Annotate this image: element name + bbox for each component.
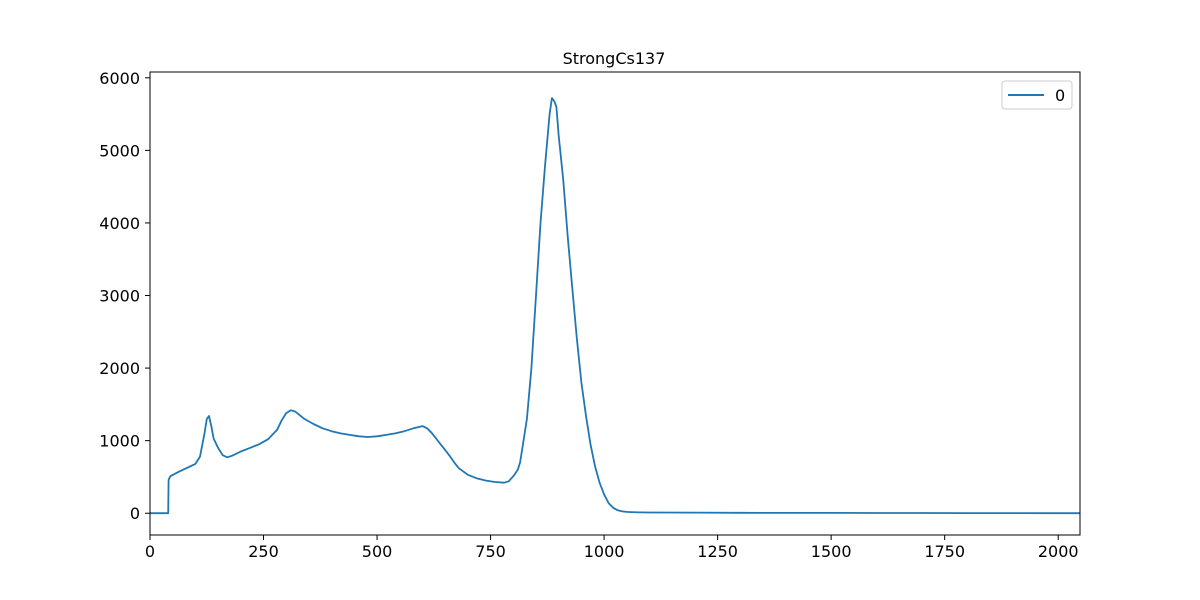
y-tick-label: 5000	[99, 141, 140, 160]
x-tick-label: 250	[248, 542, 279, 561]
y-tick-label: 3000	[99, 287, 140, 306]
legend-label-series-0: 0	[1055, 86, 1065, 105]
y-tick-label: 6000	[99, 69, 140, 88]
x-tick-label: 2000	[1038, 542, 1079, 561]
x-tick-label: 1750	[924, 542, 965, 561]
y-tick-label: 2000	[99, 359, 140, 378]
x-tick-label: 1250	[697, 542, 738, 561]
x-tick-label: 1500	[811, 542, 852, 561]
y-tick-label: 4000	[99, 214, 140, 233]
x-tick-label: 1000	[584, 542, 625, 561]
x-tick-label: 0	[145, 542, 155, 561]
y-tick-label: 0	[130, 504, 140, 523]
axes-frame	[149, 71, 1081, 536]
chart-title: StrongCs137	[563, 49, 666, 68]
x-tick-label: 500	[362, 542, 393, 561]
x-tick-label: 750	[475, 542, 506, 561]
series-line-0	[150, 97, 1080, 515]
axes: 0 250 500 750 1000 1250 1500 1750 2000 0 1000 2000 3…	[99, 69, 1081, 561]
y-tick-label: 1000	[99, 432, 140, 451]
legend: 0	[1001, 80, 1073, 110]
plot-area	[150, 97, 1080, 515]
